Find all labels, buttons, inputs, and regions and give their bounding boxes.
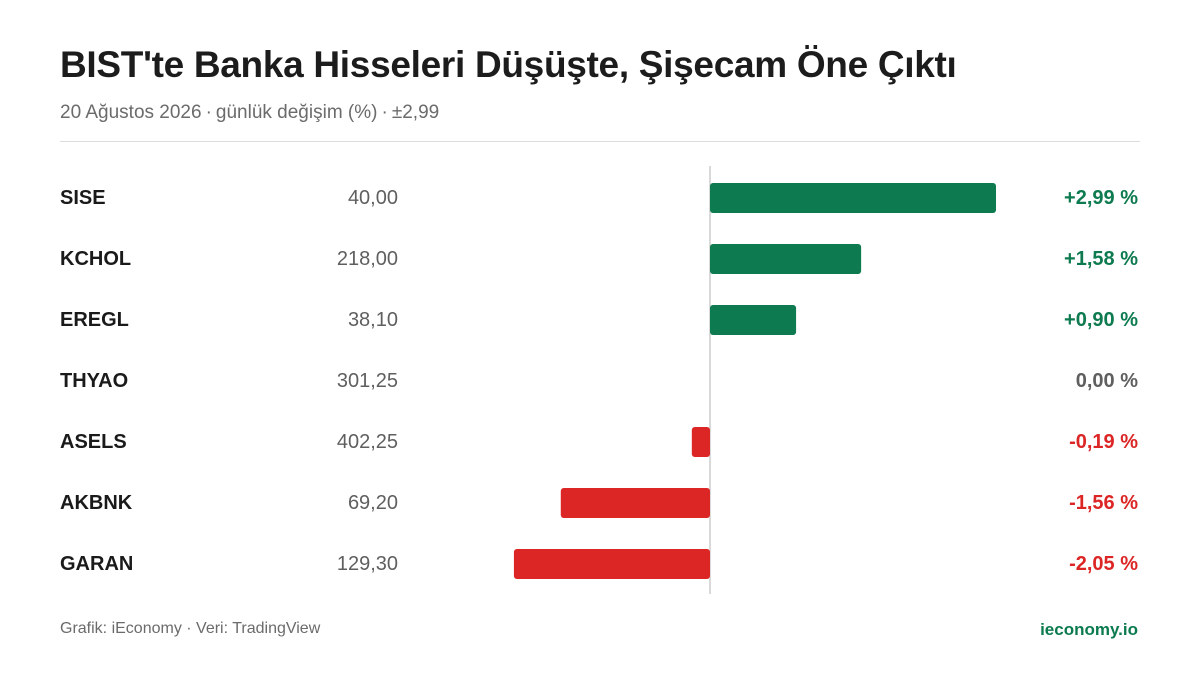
row-price: 69,20	[347, 492, 398, 514]
row-change-label: +1,58 %	[1064, 248, 1138, 270]
bar-akbnk	[560, 488, 710, 518]
bar-sise	[710, 183, 996, 213]
bar-kchol	[710, 244, 862, 274]
row-ticker: KCHOL	[60, 248, 132, 270]
row-change-label: -0,19 %	[1069, 431, 1138, 453]
row-ticker: THYAO	[60, 370, 129, 392]
row-ticker: EREGL	[60, 309, 129, 331]
row-change-label: -2,05 %	[1069, 553, 1138, 575]
chart-subtitle: 20 Ağustos 2026 · günlük değişim (%) · ±2,99	[60, 102, 439, 124]
row-price: 40,00	[347, 187, 398, 209]
subtitle-date: 20 Ağustos 2026	[60, 102, 202, 123]
bar-asels	[691, 427, 710, 457]
row-ticker: AKBNK	[60, 492, 133, 514]
row-price: 402,25	[336, 431, 398, 453]
row-ticker: ASELS	[60, 431, 127, 453]
row-ticker: SISE	[60, 187, 106, 209]
row-price: 301,25	[336, 370, 398, 392]
footer-credit: Grafik: iEconomy · Veri: TradingView	[60, 620, 321, 637]
header-divider	[60, 141, 1140, 142]
subtitle-range: ±2,99	[391, 102, 440, 123]
subtitle-separator: ·	[381, 102, 388, 123]
subtitle-metric: günlük değişim (%)	[215, 102, 378, 123]
bar-garan	[513, 549, 710, 579]
row-price: 38,10	[347, 309, 398, 331]
row-change-label: 0,00 %	[1075, 370, 1138, 392]
row-price: 129,30	[336, 553, 398, 575]
bar-eregl	[710, 305, 797, 335]
chart-title: BIST'te Banka Hisseleri Düşüşte, Şişecam…	[60, 44, 957, 85]
row-price: 218,00	[336, 248, 398, 270]
row-change-label: +0,90 %	[1064, 309, 1138, 331]
row-change-label: -1,56 %	[1069, 492, 1138, 514]
row-ticker: GARAN	[60, 553, 134, 575]
footer-brand: ieconomy.io	[1040, 620, 1138, 639]
row-change-label: +2,99 %	[1064, 187, 1138, 209]
subtitle-separator: ·	[205, 102, 212, 123]
